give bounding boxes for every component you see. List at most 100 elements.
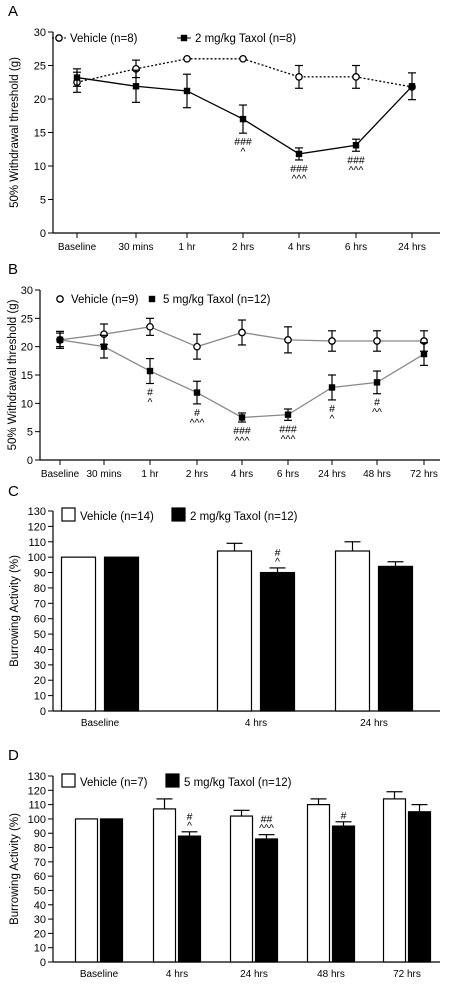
significance-mark: ### (347, 154, 365, 166)
significance-mark: ### (290, 163, 308, 175)
x-tick-label: 1 hr (141, 469, 159, 480)
x-tick-label: 48 hrs (363, 469, 391, 480)
legend-label: Vehicle (n=9) (71, 294, 139, 306)
y-tick-label: 15 (21, 370, 33, 382)
y-tick-label: 60 (34, 614, 46, 626)
bar (216, 550, 253, 712)
panel-label: C (8, 483, 19, 500)
data-point (239, 115, 247, 123)
y-tick-label: 10 (21, 398, 33, 410)
data-point (193, 389, 201, 396)
bar (229, 815, 254, 963)
y-tick-label: 0 (40, 228, 46, 240)
significance-mark: ^^^ (292, 173, 307, 185)
y-tick-label: 40 (34, 644, 46, 656)
data-point (183, 54, 191, 63)
y-axis-label: 50% Withdrawal threshold (g) (7, 299, 19, 450)
y-tick-label: 20 (34, 928, 46, 940)
significance-mark: ### (234, 136, 252, 148)
y-tick-label: 10 (34, 943, 46, 955)
legend-marker (56, 295, 64, 303)
y-tick-label: 130 (28, 771, 46, 783)
legend-swatch (171, 507, 186, 522)
y-tick-label: 50 (34, 885, 46, 897)
data-point (193, 342, 201, 351)
significance-mark: ## (261, 814, 273, 826)
x-tick-label: 24 hrs (360, 718, 388, 729)
x-tick-label: 72 hrs (410, 469, 438, 480)
y-tick-label: 50 (34, 629, 46, 641)
legend-label: 2 mg/kg Taxol (n=12) (190, 511, 298, 523)
y-tick-label: 25 (21, 313, 33, 325)
y-tick-label: 30 (34, 914, 46, 926)
x-tick-label: Baseline (58, 242, 97, 253)
significance-mark: ^ (148, 397, 153, 409)
legend-marker (148, 295, 156, 303)
legend-label: Vehicle (n=14) (80, 511, 154, 523)
legend-label: 2 mg/kg Taxol (n=8) (195, 33, 296, 45)
data-point (295, 150, 303, 158)
y-tick-label: 100 (28, 814, 46, 826)
significance-mark: # (374, 397, 380, 409)
y-tick-label: 25 (34, 61, 46, 73)
significance-mark: ^^^ (349, 164, 364, 176)
x-tick-label: 48 hrs (317, 969, 345, 980)
significance-mark: # (341, 810, 347, 822)
y-tick-label: 110 (28, 537, 46, 549)
significance-mark: ^ (330, 413, 335, 425)
significance-mark: ^^^ (281, 433, 296, 445)
data-point (328, 337, 336, 345)
series-line (59, 339, 425, 419)
y-tick-label: 70 (34, 598, 46, 610)
y-axis-label: 50% Withdrawal threshold (g) (9, 57, 21, 208)
data-point (328, 384, 336, 391)
legend-marker (180, 34, 188, 42)
significance-mark: ### (233, 425, 251, 437)
bar (331, 825, 356, 963)
y-tick-label: 10 (34, 161, 46, 173)
y-tick-label: 120 (28, 785, 46, 797)
data-point (146, 367, 154, 375)
data-point (373, 337, 381, 345)
significance-mark: ^^^ (190, 417, 205, 429)
data-point (284, 336, 292, 344)
bar (177, 835, 202, 963)
y-tick-label: 90 (34, 828, 46, 840)
y-tick-label: 0 (40, 706, 46, 718)
y-tick-label: 30 (21, 285, 33, 297)
bar (60, 556, 97, 712)
x-tick-label: Baseline (41, 469, 80, 480)
legend-marker (55, 34, 63, 42)
bar (259, 571, 296, 712)
x-tick-label: 72 hrs (393, 969, 421, 980)
data-point (73, 74, 81, 81)
significance-mark: # (275, 547, 281, 559)
data-point (238, 414, 246, 421)
y-tick-label: 110 (28, 800, 46, 812)
bar (254, 838, 279, 963)
panel-label: D (8, 747, 19, 764)
panel-label: B (8, 261, 18, 278)
significance-mark: # (187, 811, 193, 823)
y-tick-label: 15 (34, 128, 46, 140)
y-tick-label: 5 (27, 427, 33, 439)
y-tick-label: 20 (21, 342, 33, 354)
bar (103, 556, 140, 712)
x-tick-label: 30 mins (118, 242, 153, 253)
x-tick-label: 4 hrs (245, 718, 267, 729)
bar (382, 798, 407, 963)
data-point (352, 142, 360, 149)
x-tick-label: 24 hrs (318, 469, 346, 480)
bar (74, 818, 99, 963)
series-line (76, 58, 413, 88)
x-tick-label: Baseline (80, 969, 119, 980)
legend-label: 5 mg/kg Taxol (n=12) (163, 294, 271, 306)
x-tick-label: 6 hrs (277, 469, 299, 480)
y-tick-label: 20 (34, 94, 46, 106)
x-tick-label: 4 hrs (231, 469, 253, 480)
data-point (295, 73, 303, 81)
data-point (408, 83, 416, 90)
y-tick-label: 30 (34, 27, 46, 39)
significance-mark: ^ (241, 146, 246, 158)
significance-mark: # (194, 407, 200, 419)
